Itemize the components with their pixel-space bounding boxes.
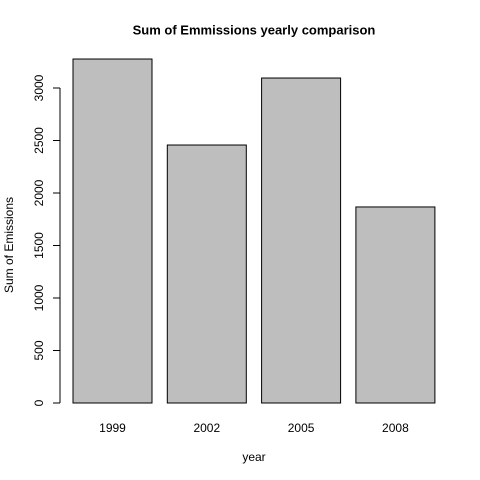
x-tick-label: 2008 — [382, 421, 409, 435]
bar — [261, 77, 342, 404]
bar — [166, 144, 247, 404]
y-tick-label: 0 — [32, 399, 46, 406]
y-tick-label: 2500 — [32, 127, 46, 154]
x-axis-label: year — [242, 450, 265, 464]
y-axis-label: Sum of Emissions — [2, 197, 16, 293]
y-tick-label: 3000 — [32, 74, 46, 101]
x-tick-label: 1999 — [99, 421, 126, 435]
x-tick-label: 2005 — [288, 421, 315, 435]
y-tick-label: 500 — [32, 340, 46, 360]
y-tick-label: 1000 — [32, 284, 46, 311]
x-tick-label: 2002 — [193, 421, 220, 435]
bar — [72, 58, 153, 404]
y-tick-label: 1500 — [32, 232, 46, 259]
y-tick-label: 2000 — [32, 179, 46, 206]
chart-title: Sum of Emmissions yearly comparison — [133, 22, 376, 37]
bar — [355, 206, 436, 404]
